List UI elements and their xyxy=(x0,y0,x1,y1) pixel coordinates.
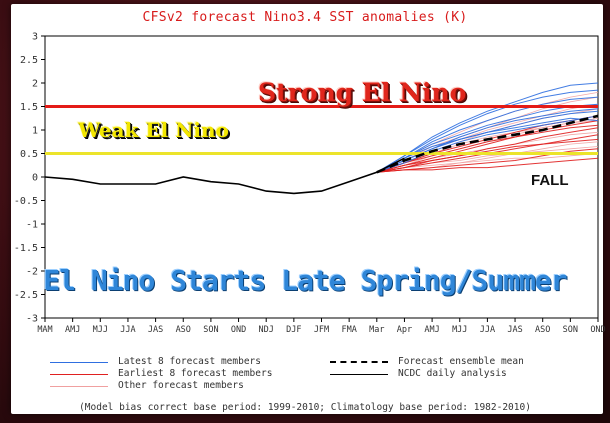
y-tick-label: 3 xyxy=(32,32,38,43)
x-tick-label: OND xyxy=(231,325,246,335)
legend-item-other: Other forecast members xyxy=(50,380,244,392)
member-line-other xyxy=(376,153,599,173)
footnote: (Model bias correct base period: 1999-20… xyxy=(79,402,531,413)
member-line-earliest xyxy=(376,124,599,173)
legend: Latest 8 forecast members Forecast ensem… xyxy=(50,354,590,402)
legend-label: Forecast ensemble mean xyxy=(398,356,524,367)
legend-swatch-earliest xyxy=(50,373,108,375)
ncdc-analysis-line xyxy=(44,157,405,195)
x-tick-label: JFM xyxy=(314,325,329,335)
legend-swatch-ncdc xyxy=(330,373,388,375)
legend-item-earliest: Earliest 8 forecast members xyxy=(50,368,272,380)
y-tick-label: -2.5 xyxy=(14,290,38,301)
y-tick-label: 2 xyxy=(32,79,38,90)
member-line-latest xyxy=(376,82,599,173)
fall-annotation: FALL xyxy=(531,172,569,189)
x-tick-label: MJJ xyxy=(452,325,467,335)
member-line-latest xyxy=(376,115,599,173)
x-tick-label: MJJ xyxy=(93,325,108,335)
x-tick-label: SON xyxy=(203,325,218,335)
legend-label: Earliest 8 forecast members xyxy=(118,368,273,379)
y-tick-label: 0.5 xyxy=(20,149,38,160)
y-tick-label: -2 xyxy=(26,267,38,278)
x-tick-label: JJA xyxy=(120,325,135,335)
x-tick-label: ASO xyxy=(176,325,191,335)
x-tick-label: OND xyxy=(590,325,605,335)
y-tick-label: -3 xyxy=(26,314,38,325)
plot-frame xyxy=(44,35,599,319)
x-tick-label: AMJ xyxy=(65,325,80,335)
x-tick-label: Mar xyxy=(369,325,384,335)
legend-item-ncdc: NCDC daily analysis xyxy=(330,368,507,380)
x-tick-label: MAM xyxy=(37,325,52,335)
x-tick-label: ASO xyxy=(535,325,550,335)
ensemble-mean-line xyxy=(376,114,599,174)
y-tick-label: 0 xyxy=(32,173,38,184)
x-tick-label: Apr xyxy=(397,325,412,335)
y-tick-label: 1.5 xyxy=(20,102,38,113)
legend-swatch-latest xyxy=(50,361,108,363)
member-line-latest xyxy=(376,117,599,173)
x-tick-label: JAS xyxy=(148,325,163,335)
chart-title: CFSv2 forecast Nino3.4 SST anomalies (K) xyxy=(142,10,468,25)
legend-label: NCDC daily analysis xyxy=(398,368,507,379)
y-tick-label: -1.5 xyxy=(14,243,38,254)
strong-el-nino-annotation: Strong El Nino xyxy=(258,78,467,107)
legend-item-latest: Latest 8 forecast members xyxy=(50,356,261,368)
weak-el-nino-annotation: Weak El Nino xyxy=(78,118,229,142)
x-tick-label: JAS xyxy=(507,325,522,335)
legend-swatch-ensemble-mean xyxy=(330,361,388,363)
legend-label: Latest 8 forecast members xyxy=(118,356,261,367)
x-tick-label: SON xyxy=(563,325,578,335)
x-tick-label: JJA xyxy=(480,325,495,335)
x-tick-label: DJF xyxy=(286,325,301,335)
member-line-latest xyxy=(376,89,599,173)
member-line-earliest xyxy=(376,138,599,173)
x-tick-label: AMJ xyxy=(424,325,439,335)
x-tick-label: FMA xyxy=(341,325,356,335)
legend-item-ensemble-mean: Forecast ensemble mean xyxy=(330,356,524,368)
start-annotation: El Nino Starts Late Spring/Summer xyxy=(43,264,567,297)
member-line-earliest xyxy=(376,127,599,173)
y-tick-label: -0.5 xyxy=(14,196,38,207)
member-line-earliest xyxy=(376,120,599,173)
legend-swatch-other xyxy=(50,385,108,387)
y-tick-label: 2.5 xyxy=(20,55,38,66)
y-tick-label: -1 xyxy=(26,220,38,231)
member-line-earliest xyxy=(376,157,599,173)
y-tick-label: 1 xyxy=(32,126,38,137)
legend-label: Other forecast members xyxy=(118,380,244,391)
x-tick-label: NDJ xyxy=(259,325,274,335)
